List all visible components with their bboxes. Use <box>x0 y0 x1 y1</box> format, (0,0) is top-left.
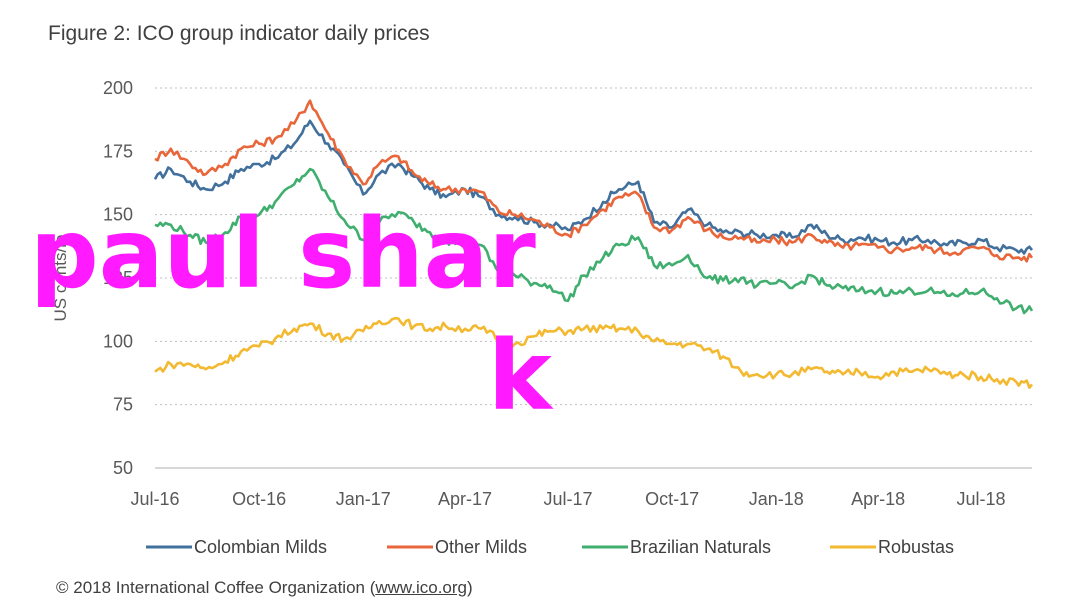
grid-lines <box>155 87 1032 406</box>
y-tick-label: 150 <box>103 205 133 225</box>
legend: Colombian Milds Other Milds Brazilian Natu… <box>146 537 954 557</box>
y-tick-label: 200 <box>103 78 133 98</box>
y-tick-label: 75 <box>113 395 133 415</box>
y-tick-label: 100 <box>103 331 133 351</box>
y-axis-label: US cents/lb <box>51 235 70 322</box>
x-tick-label: Apr-18 <box>851 489 905 509</box>
x-tick-label: Jul-18 <box>957 489 1006 509</box>
legend-label-colombian-milds: Colombian Milds <box>194 537 327 557</box>
x-tick-label: Jul-17 <box>544 489 593 509</box>
x-tick-label: Jan-18 <box>749 489 804 509</box>
series-lines <box>153 99 1034 389</box>
series-line-robustas <box>154 316 1034 389</box>
footer-suffix: ) <box>467 578 473 597</box>
y-tick-label: 50 <box>113 458 133 478</box>
x-tick-label: Oct-17 <box>645 489 699 509</box>
ico-link[interactable]: www.ico.org <box>375 578 467 597</box>
y-tick-label: 175 <box>103 141 133 161</box>
legend-label-brazilian-naturals: Brazilian Naturals <box>630 537 771 557</box>
watermark-line-2: k <box>488 320 552 432</box>
chart-title: Figure 2: ICO group indicator daily pric… <box>48 22 430 45</box>
watermark-line-1: paul shar <box>30 198 536 310</box>
series-line-brazilian-naturals <box>154 167 1034 315</box>
x-tick-label: Jul-16 <box>130 489 179 509</box>
series-line-colombian-milds <box>153 119 1034 255</box>
y-tick-label: 125 <box>103 268 133 288</box>
series-line-other-milds <box>154 99 1034 263</box>
legend-label-other-milds: Other Milds <box>435 537 527 557</box>
copyright-footer: © 2018 International Coffee Organization… <box>56 578 473 598</box>
legend-label-robustas: Robustas <box>878 537 954 557</box>
x-tick-label: Jan-17 <box>336 489 391 509</box>
x-tick-label: Apr-17 <box>438 489 492 509</box>
footer-prefix: © 2018 International Coffee Organization… <box>56 578 376 597</box>
x-tick-label: Oct-16 <box>232 489 286 509</box>
axes: 50 75 100 125 150 175 200 Jul-16 Oct-16 Jan-17 Apr… <box>103 78 1032 509</box>
